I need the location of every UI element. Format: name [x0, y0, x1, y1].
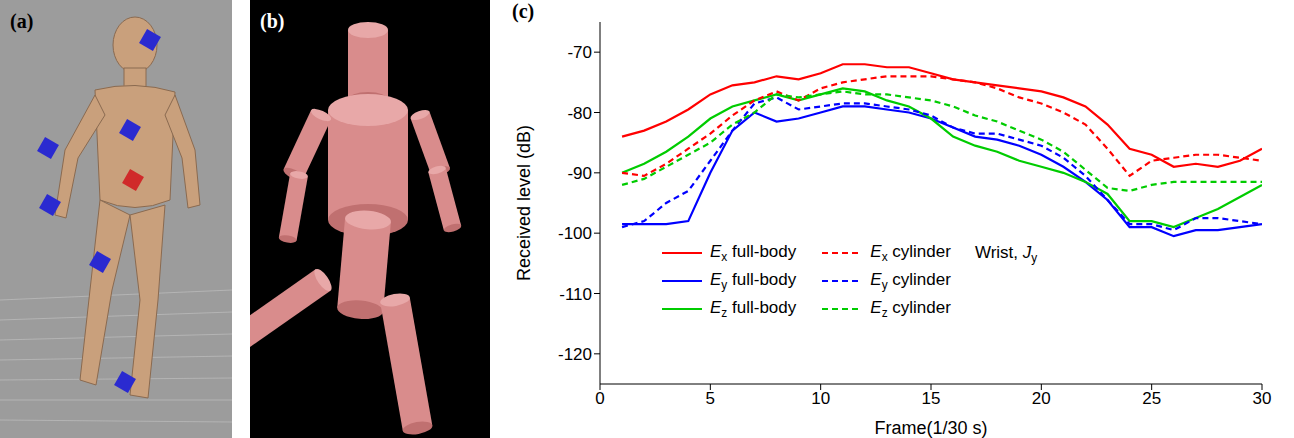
svg-text:5: 5 — [706, 389, 715, 408]
svg-text:10: 10 — [811, 389, 830, 408]
svg-text:20: 20 — [1032, 389, 1051, 408]
svg-text:30: 30 — [1253, 389, 1272, 408]
svg-text:Received level (dB): Received level (dB) — [514, 125, 534, 281]
html-text:Excylinder: Excylinder — [870, 242, 951, 265]
svg-text:-120: -120 — [558, 345, 592, 364]
html-text:Wrist, Jy: Wrist, Jy — [974, 243, 1038, 266]
svg-text:15: 15 — [922, 389, 941, 408]
svg-text:25: 25 — [1142, 389, 1161, 408]
svg-text:-80: -80 — [567, 104, 592, 123]
svg-text:Frame(1/30 s): Frame(1/30 s) — [874, 418, 987, 438]
svg-text:-70: -70 — [567, 43, 592, 62]
svg-text:0: 0 — [595, 389, 604, 408]
html-text:Eycylinder: Eycylinder — [870, 270, 951, 293]
svg-text:-110: -110 — [559, 285, 592, 304]
html-text:Ezfull-body: Ezfull-body — [710, 298, 797, 321]
html-text:Eyfull-body: Eyfull-body — [710, 270, 797, 293]
svg-text:(b): (b) — [260, 10, 284, 33]
html-text:(c): (c) — [512, 0, 535, 22]
svg-text:(a): (a) — [10, 10, 33, 33]
svg-text:-90: -90 — [567, 164, 592, 183]
svg-text:-100: -100 — [558, 224, 592, 243]
html-text:Ezcylinder: Ezcylinder — [870, 298, 951, 321]
html-text:Exfull-body: Exfull-body — [710, 242, 797, 265]
